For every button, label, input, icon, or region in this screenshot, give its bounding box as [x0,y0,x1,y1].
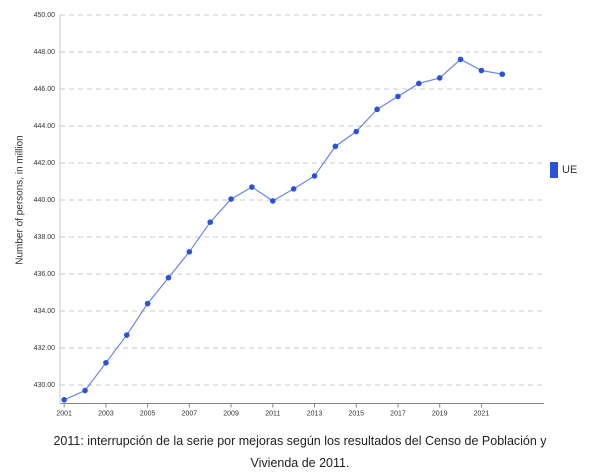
x-tick-label: 2003 [98,410,114,417]
y-tick-label: 436.00 [34,271,56,278]
y-tick-label: 430.00 [34,382,56,389]
data-point [499,71,506,77]
data-point [123,332,130,338]
data-point [82,387,88,394]
data-point [228,196,234,202]
y-tick-label: 434.00 [34,308,56,315]
data-point [374,106,380,113]
y-tick-label: 444.00 [34,123,56,130]
x-tick-label: 2009 [223,410,239,417]
data-point [436,75,443,81]
x-tick-label: 2001 [56,410,72,417]
x-tick-label: 2013 [307,410,323,417]
legend-label: UE [562,164,577,176]
data-point [332,143,339,150]
data-point [186,249,193,255]
data-point [103,360,109,366]
chart: Number of persons, in million 430.00 432.… [15,12,578,418]
series-line [63,58,503,401]
data-point [416,80,422,87]
x-tick-label: 2017 [390,410,406,417]
data-point [269,198,276,204]
y-tick-label: 438.00 [34,234,56,241]
x-tick-label: 2005 [140,410,156,417]
data-point [311,173,318,179]
y-tick-label: 450.00 [34,12,56,19]
legend-swatch [550,162,558,178]
data-point [144,300,151,307]
data-point [395,93,401,100]
x-tick-label: 2019 [432,410,448,417]
x-tick-label: 2011 [265,410,280,417]
data-point [478,67,485,74]
data-point [290,186,297,192]
x-tick-label: 2021 [474,410,490,417]
y-tick-label: 440.00 [34,197,56,204]
y-tick-label: 448.00 [34,49,56,56]
y-axis-label: Number of persons, in million [15,135,26,265]
data-point [249,184,255,190]
y-tick-label: 432.00 [34,345,56,352]
x-tick-label: 2015 [348,410,364,417]
data-point [353,128,360,135]
data-point [61,397,67,403]
y-tick-label: 446.00 [34,86,56,93]
data-point [165,274,172,281]
x-tick-label: 2007 [182,410,198,417]
data-point [207,219,214,225]
y-tick-label: 442.00 [34,160,56,167]
footnote: 2011: interrupción de la serie por mejor… [53,434,547,470]
data-point [457,56,464,63]
